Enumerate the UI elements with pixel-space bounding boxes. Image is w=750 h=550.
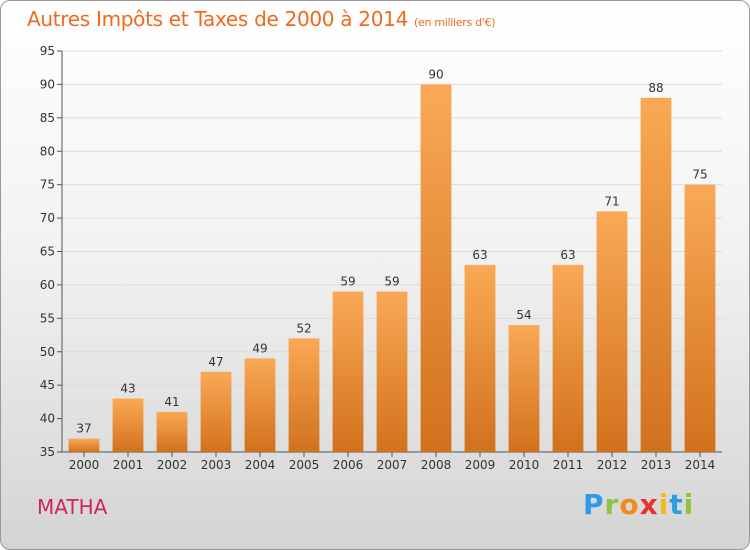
x-tick-label: 2003 [201, 458, 232, 472]
y-tick-label: 35 [40, 445, 55, 459]
data-label: 63 [472, 248, 487, 262]
x-tick-label: 2002 [157, 458, 188, 472]
logo-letter: r [604, 488, 620, 521]
chart-unit: (en milliers d'€) [414, 16, 496, 29]
data-label: 59 [384, 275, 399, 289]
logo-letter: t [669, 488, 684, 521]
bar [288, 338, 320, 452]
y-tick-label: 65 [40, 245, 55, 259]
x-tick-label: 2000 [69, 458, 100, 472]
x-tick-label: 2001 [113, 458, 144, 472]
logo-letter: i [683, 488, 695, 521]
data-label: 43 [120, 382, 135, 396]
y-tick-label: 60 [40, 278, 55, 292]
x-tick-label: 2010 [509, 458, 540, 472]
x-tick-label: 2008 [421, 458, 452, 472]
axes: 35 40 45 50 55 60 65 70 75 80 85 90 95 2000 2001 2002 20… [40, 44, 722, 472]
logo-letter: o [619, 488, 640, 521]
y-tick-label: 85 [40, 111, 55, 125]
bar [68, 438, 100, 452]
y-tick-label: 40 [40, 412, 55, 426]
x-tick-label: 2007 [377, 458, 408, 472]
proxiti-logo[interactable]: Proxiti [583, 488, 694, 521]
chart-title: Autres Impôts et Taxes de 2000 à 2014 (en… [27, 7, 495, 31]
logo-letter: i [658, 488, 670, 521]
data-label: 47 [208, 355, 223, 369]
bar [112, 398, 144, 452]
data-label: 71 [604, 194, 619, 208]
bar [596, 211, 628, 452]
x-tick-label: 2011 [553, 458, 584, 472]
data-label: 88 [648, 81, 663, 95]
x-tick-label: 2012 [597, 458, 628, 472]
x-tick-label: 2009 [465, 458, 496, 472]
bar [200, 371, 232, 452]
x-tick-label: 2006 [333, 458, 364, 472]
y-tick-label: 45 [40, 378, 55, 392]
y-tick-label: 55 [40, 311, 55, 325]
logo-letter: x [639, 488, 659, 521]
data-label: 37 [76, 422, 91, 436]
data-label: 63 [560, 248, 575, 262]
data-label: 54 [516, 308, 531, 322]
y-tick-label: 75 [40, 178, 55, 192]
bar [332, 291, 364, 452]
bar [244, 358, 276, 452]
y-tick-label: 50 [40, 345, 55, 359]
bar [640, 97, 672, 453]
bar [420, 84, 452, 453]
y-tick-label: 90 [40, 77, 55, 91]
x-tick-label: 2013 [641, 458, 672, 472]
data-label: 41 [164, 395, 179, 409]
bar [464, 264, 496, 452]
bar [508, 325, 540, 452]
bar [156, 411, 188, 452]
bar [376, 291, 408, 452]
city-name: MATHA [37, 495, 108, 519]
data-label: 75 [692, 168, 707, 182]
x-tick-label: 2005 [289, 458, 320, 472]
data-label: 49 [252, 341, 267, 355]
bars [68, 84, 716, 453]
chart-title-text: Autres Impôts et Taxes de 2000 à 2014 [27, 7, 408, 31]
y-tick-label: 95 [40, 44, 55, 58]
y-tick-label: 70 [40, 211, 55, 225]
logo-letter: P [583, 488, 605, 521]
data-label: 90 [428, 67, 443, 81]
x-tick-label: 2004 [245, 458, 276, 472]
bar [684, 184, 716, 452]
y-tick-label: 80 [40, 144, 55, 158]
x-tick-label: 2014 [685, 458, 716, 472]
data-label: 52 [296, 321, 311, 335]
data-labels: 37 43 41 47 49 52 59 59 90 63 54 63 71 88 75 [76, 67, 707, 435]
bar [552, 264, 584, 452]
data-label: 59 [340, 275, 355, 289]
